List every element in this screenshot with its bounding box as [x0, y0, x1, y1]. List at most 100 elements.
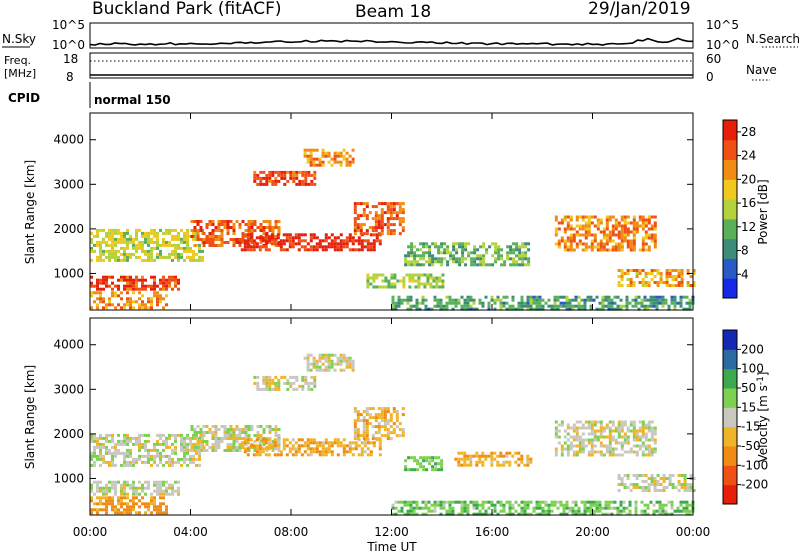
- velocity-colorbar-tick: -50: [741, 439, 761, 453]
- velocity-colorbar-swatch: [723, 349, 737, 370]
- velocity-plot: 1000 2000 3000 4000: [53, 317, 696, 516]
- time-tick-label: 20:00: [575, 525, 610, 539]
- power-echoes: [90, 148, 696, 311]
- velocity-colorbar-tick: 50: [741, 381, 756, 395]
- velocity-colorbar-swatch: [723, 465, 737, 486]
- date-label: 29/Jan/2019: [588, 0, 691, 19]
- velocity-colorbar: 200 100 50 15 -15 -50 -100 -200: [722, 329, 768, 505]
- velocity-colorbar-tick: -15: [741, 420, 761, 434]
- time-tick-label: 08:00: [274, 525, 309, 539]
- power-colorbar-tick: 12: [741, 220, 756, 234]
- y-tick-label: 1000: [53, 471, 84, 485]
- velocity-colorbar-tick: -100: [741, 458, 768, 472]
- echo-region-1: [90, 291, 168, 310]
- echo-region-8: [404, 456, 444, 472]
- power-plot: 1000 2000 3000 4000: [53, 112, 696, 311]
- power-x-ticks: [89, 113, 694, 310]
- time-tick-labels: 00:00 04:00 08:00 12:00 16:00 20:00 00:00: [73, 525, 711, 539]
- power-colorbar-tick: 28: [741, 125, 756, 139]
- power-colorbar-swatch: [723, 238, 737, 259]
- velocity-colorbar-label: Velocity [m s-1]: [756, 372, 770, 463]
- velocity-x-ticks: [89, 318, 694, 515]
- power-colorbar-tick: 8: [741, 244, 749, 258]
- cpid-label: CPID: [8, 91, 40, 105]
- y-tick-label: 3000: [53, 382, 84, 396]
- power-colorbar-swatch: [723, 258, 737, 279]
- echo-region-7: [353, 202, 405, 236]
- station-title: Buckland Park (fitACF): [92, 0, 282, 19]
- power-colorbar-swatch: [723, 199, 737, 220]
- echo-region-9: [454, 451, 533, 467]
- power-colorbar-tick: 20: [741, 172, 756, 186]
- velocity-colorbar-tick: 15: [741, 400, 756, 414]
- velocity-colorbar-swatch: [723, 426, 737, 447]
- power-colorbar-swatch: [723, 120, 737, 141]
- velocity-ylabel: Slant Range [km]: [23, 365, 37, 469]
- time-tick-label: 16:00: [475, 525, 510, 539]
- nave-bottom-tick: 0: [706, 70, 714, 84]
- freq-label: Freq.: [4, 54, 31, 67]
- power-colorbar-swatch: [723, 179, 737, 200]
- power-colorbar-tick: 4: [741, 267, 749, 281]
- velocity-colorbar-swatch: [723, 484, 737, 505]
- velocity-y-ticks: 1000 2000 3000 4000: [53, 338, 693, 485]
- time-tick-label: 00:00: [73, 525, 108, 539]
- y-tick-label: 3000: [53, 177, 84, 191]
- power-colorbar-tick: 16: [741, 196, 756, 210]
- velocity-colorbar-swatch: [723, 388, 737, 408]
- nsky-bottom-tick: 10^0: [52, 38, 85, 52]
- echo-region-5: [253, 375, 317, 391]
- nsearch-bottom-tick: 10^0: [706, 38, 739, 52]
- echo-region-2: [90, 433, 204, 467]
- echo-region-6: [303, 148, 355, 167]
- echo-region-10: [554, 215, 657, 252]
- power-colorbar-swatch: [723, 139, 737, 161]
- power-colorbar-tick: 24: [741, 149, 756, 163]
- nave-label: Nave: [746, 63, 777, 77]
- freq-bottom-tick: 8: [66, 70, 74, 84]
- echo-region-0: [90, 275, 180, 291]
- time-tick-label: 00:00: [676, 525, 711, 539]
- power-ylabel: Slant Range [km]: [23, 160, 37, 264]
- echo-region-1: [90, 496, 168, 515]
- velocity-colorbar-tick: -200: [741, 478, 768, 492]
- velocity-colorbar-swatch: [723, 330, 737, 350]
- power-y-ticks: 1000 2000 3000 4000: [53, 133, 693, 280]
- echo-region-2: [90, 228, 204, 262]
- time-tick-label: 12:00: [374, 525, 409, 539]
- velocity-colorbar-tick: 100: [741, 362, 764, 376]
- time-axis-label: Time UT: [366, 540, 417, 554]
- echo-region-9: [404, 242, 531, 267]
- power-colorbar-swatch: [723, 218, 737, 240]
- nsky-panel: [89, 22, 694, 49]
- nave-top-tick: 60: [706, 52, 721, 66]
- nsky-trace: [89, 37, 693, 46]
- time-tick-label: 04:00: [173, 525, 208, 539]
- y-tick-label: 4000: [53, 133, 84, 147]
- velocity-echoes: [90, 353, 696, 516]
- echo-region-4: [240, 233, 382, 252]
- power-colorbar-swatch: [723, 278, 737, 299]
- freq-panel: [89, 52, 694, 79]
- y-tick-label: 2000: [53, 222, 84, 236]
- beam-label: Beam 18: [355, 2, 431, 22]
- echo-region-8: [366, 273, 445, 289]
- echo-region-7: [353, 407, 405, 441]
- y-tick-label: 4000: [53, 338, 84, 352]
- nsky-label: N.Sky: [2, 32, 36, 46]
- echo-region-12: [391, 500, 695, 516]
- velocity-colorbar-tick: 200: [741, 342, 764, 356]
- nsearch-top-tick: 10^5: [706, 18, 739, 32]
- nsearch-label: N.Search: [746, 32, 800, 46]
- power-colorbar-label: Power [dB]: [756, 179, 770, 244]
- power-colorbar-swatch: [723, 159, 737, 180]
- echo-region-0: [90, 480, 180, 496]
- cpid-value: normal 150: [94, 93, 171, 107]
- freq-unit: [MHz]: [4, 67, 36, 80]
- nsky-top-tick: 10^5: [52, 18, 85, 32]
- velocity-colorbar-swatch: [723, 407, 737, 428]
- echo-region-6: [303, 353, 355, 372]
- echo-region-5: [253, 170, 317, 186]
- y-tick-label: 2000: [53, 427, 84, 441]
